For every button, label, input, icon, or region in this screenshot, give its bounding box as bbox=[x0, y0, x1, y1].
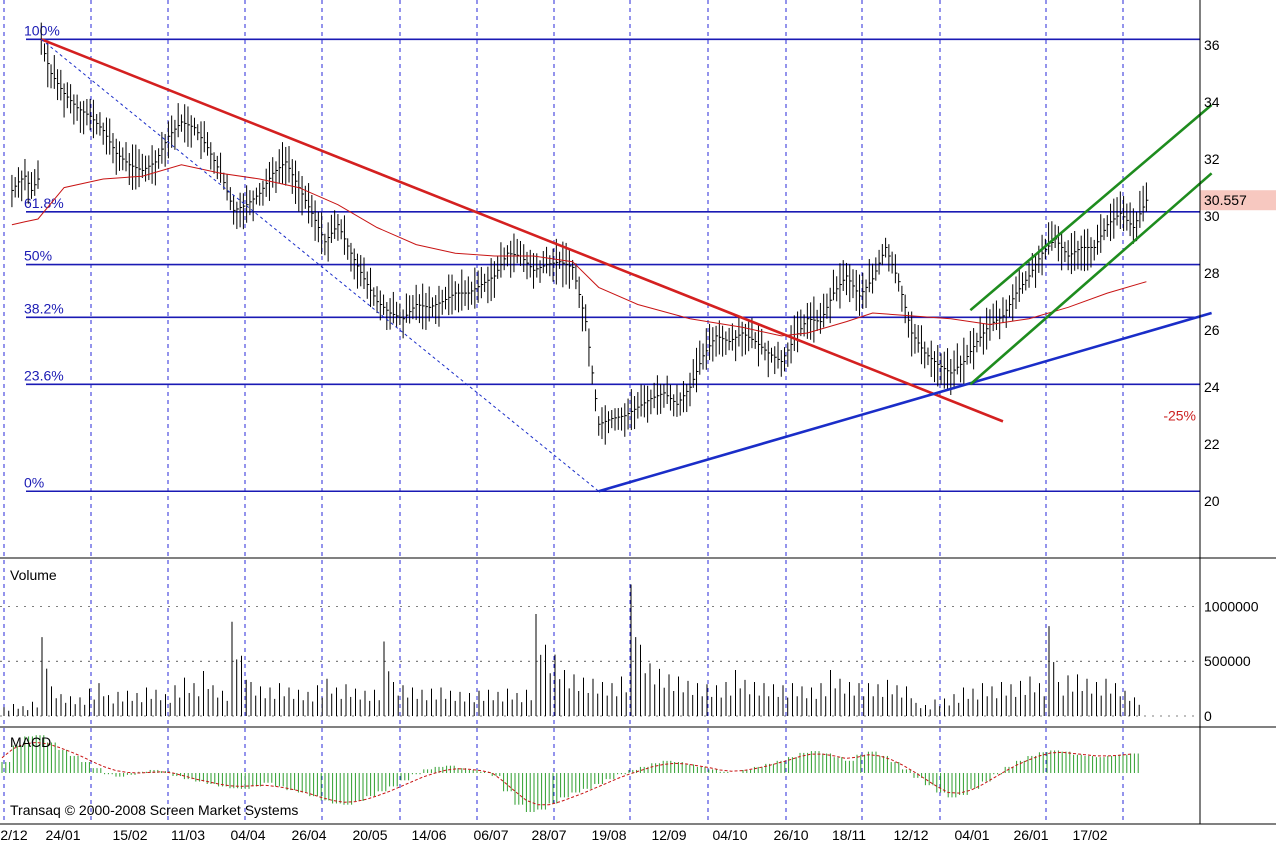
x-tick-label: 15/02 bbox=[112, 827, 147, 843]
x-tick-label: 18/11 bbox=[832, 827, 866, 843]
x-tick-label: 2/12 bbox=[0, 827, 27, 843]
macd-panel-label: MACD bbox=[10, 734, 51, 750]
trendline-channel-upper bbox=[969, 103, 1213, 312]
panel-dividers bbox=[0, 0, 1276, 825]
fib-level-label: 50% bbox=[24, 248, 52, 264]
trendline-downtrend bbox=[40, 38, 1004, 423]
trendline-channel-lower bbox=[969, 172, 1213, 386]
volume-tick-label: 1000000 bbox=[1204, 598, 1259, 614]
x-tick-label: 19/08 bbox=[591, 827, 626, 843]
price-tick-label: 24 bbox=[1204, 379, 1220, 395]
price-tick-label: 32 bbox=[1204, 151, 1220, 167]
fib-level-label: 38.2% bbox=[24, 300, 64, 316]
x-tick-label: 11/03 bbox=[171, 827, 205, 843]
x-tick-label: 12/09 bbox=[651, 827, 686, 843]
x-tick-label: 04/10 bbox=[712, 827, 747, 843]
volume-tick-label: 500000 bbox=[1204, 653, 1251, 669]
x-tick-label: 24/01 bbox=[45, 827, 80, 843]
x-tick-label: 26/01 bbox=[1013, 827, 1048, 843]
trendlines bbox=[40, 38, 1213, 493]
x-tick-label: 17/02 bbox=[1072, 827, 1107, 843]
macd-panel bbox=[1, 735, 1139, 812]
x-tick-label: 04/04 bbox=[230, 827, 265, 843]
x-tick-label: 20/05 bbox=[352, 827, 387, 843]
x-tick-label: 14/06 bbox=[411, 827, 446, 843]
fibonacci-levels: 100% 61.8% 50% 38.2% 23.6% 0% bbox=[24, 22, 1200, 493]
last-price-box bbox=[1200, 190, 1276, 211]
price-tick-label: 22 bbox=[1204, 436, 1220, 452]
volume-tick-label: 0 bbox=[1204, 708, 1212, 724]
moving-average-line bbox=[11, 164, 1147, 337]
date-x-axis: 2/12 24/01 15/02 11/03 04/04 26/04 20/05 14/06 0… bbox=[0, 827, 1107, 843]
price-tick-label: 30 bbox=[1204, 208, 1220, 224]
volume-panel: 0 500000 1000000 bbox=[0, 584, 1259, 724]
fib-level-label: 100% bbox=[24, 22, 60, 38]
last-price-label: 30.557 bbox=[1204, 192, 1247, 208]
price-tick-label: 34 bbox=[1204, 94, 1220, 110]
percent-label: -25% bbox=[1163, 408, 1196, 424]
x-tick-label: 06/07 bbox=[473, 827, 508, 843]
x-tick-label: 12/12 bbox=[893, 827, 928, 843]
x-tick-label: 26/04 bbox=[291, 827, 326, 843]
moving-average-layer bbox=[11, 164, 1147, 337]
x-tick-label: 28/07 bbox=[531, 827, 566, 843]
trendline-support bbox=[598, 311, 1212, 493]
x-tick-label: 26/10 bbox=[773, 827, 808, 843]
price-tick-label: 36 bbox=[1204, 37, 1220, 53]
price-tick-label: 20 bbox=[1204, 493, 1220, 509]
copyright-text: Transaq © 2000-2008 Screen Market System… bbox=[10, 802, 298, 818]
price-tick-label: 26 bbox=[1204, 322, 1220, 338]
price-bars bbox=[11, 22, 1149, 445]
price-tick-label: 28 bbox=[1204, 265, 1220, 281]
x-tick-label: 04/01 bbox=[954, 827, 989, 843]
fib-level-label: 0% bbox=[24, 474, 44, 490]
fib-level-label: 23.6% bbox=[24, 367, 64, 383]
fib-level-label: 61.8% bbox=[24, 195, 64, 211]
volume-panel-label: Volume bbox=[10, 567, 57, 583]
price-y-axis: 2022242628303234363830.557+25%-25% bbox=[1163, 37, 1276, 509]
